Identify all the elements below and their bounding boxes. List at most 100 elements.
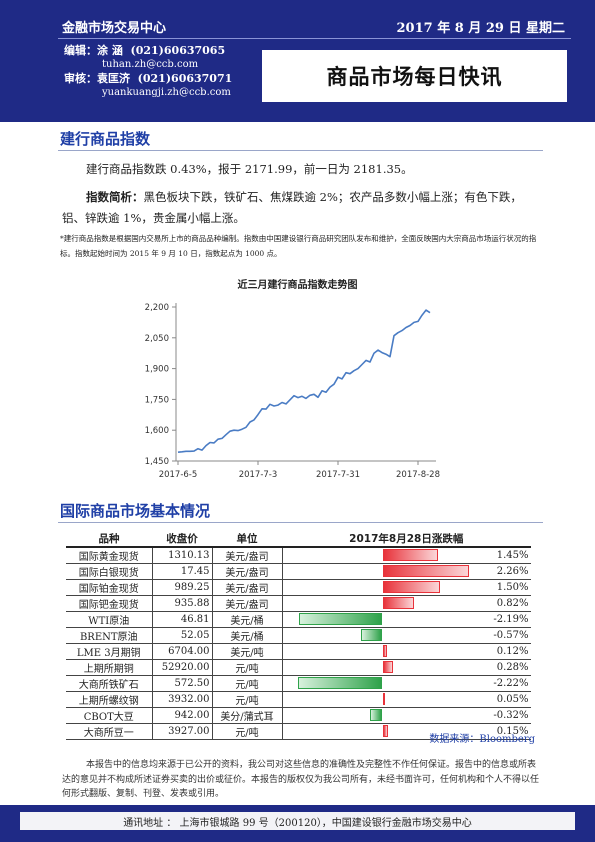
table-row: 国际白银现货 17.45 美元/盎司 2.26% <box>66 563 531 580</box>
change-percent: 0.12% <box>462 643 531 660</box>
change-bar <box>382 565 469 577</box>
commodity-name: 国际钯金现货 <box>66 595 153 612</box>
close-price: 17.45 <box>152 563 213 580</box>
x-tick-label: 2017-7-3 <box>239 470 278 480</box>
footer-band: 通讯地址 ： 上海市银城路 99 号（200120），中国建设银行金融市场交易中… <box>0 805 595 842</box>
close-price: 3927.00 <box>152 723 213 740</box>
editor-name: 涂 涵 <box>97 44 123 57</box>
close-price: 1310.13 <box>152 547 213 564</box>
price-unit: 美分/蒲式耳 <box>212 707 283 724</box>
commodity-name: 大商所铁矿石 <box>66 675 153 692</box>
close-price: 6704.00 <box>152 643 213 660</box>
y-tick-label: 1,750 <box>145 395 169 405</box>
change-percent: 2.26% <box>462 563 531 580</box>
table-header-row: 品种 收盘价 单位 2017年8月28日涨跌幅 <box>66 531 531 548</box>
header-band: 金融市场交易中心 2017 年 8 月 29 日 星期二 编辑：涂 涵 (021… <box>0 0 595 122</box>
price-unit: 美元/桶 <box>212 627 283 644</box>
header-divider <box>58 38 571 39</box>
y-tick-label: 2,200 <box>145 303 169 313</box>
y-tick-label: 2,050 <box>145 334 169 344</box>
change-bar-cell <box>281 595 463 612</box>
index-series-line <box>177 309 431 453</box>
table-row: BRENT原油 52.05 美元/桶 -0.57% <box>66 627 531 644</box>
change-bar-cell <box>281 563 469 580</box>
change-bar <box>298 613 383 625</box>
table-row: WTI原油 46.81 美元/桶 -2.19% <box>66 611 531 628</box>
change-bar-cell <box>281 643 463 660</box>
index-analysis: 指数简析：黑色板块下跌，铁矿石、焦煤跌逾 2%；农产品多数小幅上涨；有色下跌，铝… <box>62 187 542 229</box>
analysis-label: 指数简析： <box>86 190 144 204</box>
reviewer-phone: (021)60637071 <box>137 72 233 85</box>
table-row: 上期所期铜 52920.00 元/吨 0.28% <box>66 659 531 676</box>
commodity-name: 上期所螺纹钢 <box>66 691 153 708</box>
x-tick-label: 2017-6-5 <box>159 470 198 480</box>
price-unit: 元/吨 <box>212 675 283 692</box>
price-unit: 元/吨 <box>212 723 283 740</box>
change-bar <box>382 725 389 737</box>
section-divider-2 <box>58 522 543 523</box>
x-tick-label: 2017-7-31 <box>316 470 360 480</box>
editor-phone: (021)60637065 <box>130 44 226 57</box>
editor-block: 编辑：涂 涵 (021)60637065 tuhan.zh@ccb.com 审核… <box>64 44 232 100</box>
reviewer-email[interactable]: yuankuangji.zh@ccb.com <box>102 87 231 98</box>
close-price: 52.05 <box>152 627 213 644</box>
change-percent: 0.28% <box>462 659 531 676</box>
y-tick-label: 1,900 <box>145 365 169 375</box>
change-percent: -2.22% <box>462 675 531 692</box>
col-unit-header: 单位 <box>212 531 282 548</box>
close-price: 989.25 <box>152 579 213 596</box>
change-bar-cell <box>281 627 463 644</box>
change-bar <box>382 693 385 705</box>
analysis-text: 黑色板块下跌，铁矿石、焦煤跌逾 2%；农产品多数小幅上涨；有色下跌，铝、锌跌逾 … <box>62 190 522 225</box>
change-bar <box>297 677 383 689</box>
commodity-name: 国际铂金现货 <box>66 579 153 596</box>
commodity-name: 上期所期铜 <box>66 659 153 676</box>
change-percent: 0.82% <box>462 595 531 612</box>
table-row: 国际钯金现货 935.88 美元/盎司 0.82% <box>66 595 531 612</box>
price-unit: 美元/盎司 <box>212 595 283 612</box>
y-tick-label: 1,600 <box>145 426 169 436</box>
editor-label: 编辑： <box>64 44 97 57</box>
section-heading-index: 建行商品指数 <box>60 130 151 148</box>
chart-title: 近三月建行商品指数走势图 <box>237 280 358 291</box>
reviewer-label: 审核： <box>64 72 97 85</box>
table-row: CBOT大豆 942.00 美分/蒲式耳 -0.32% <box>66 707 531 724</box>
price-unit: 元/吨 <box>212 691 283 708</box>
section-divider <box>58 150 543 151</box>
change-percent: 1.50% <box>462 579 531 596</box>
change-bar <box>382 661 394 673</box>
change-bar-cell <box>281 611 463 628</box>
price-unit: 美元/盎司 <box>212 547 283 564</box>
change-bar-cell <box>281 707 463 724</box>
editor-email[interactable]: tuhan.zh@ccb.com <box>102 59 199 70</box>
center-name: 金融市场交易中心 <box>62 21 167 36</box>
index-note: *建行商品指数是根据国内交易所上市的商品品种编制。指数由中国建设银行商品研究团队… <box>60 234 537 258</box>
price-unit: 美元/盎司 <box>212 563 283 580</box>
change-bar <box>382 645 388 657</box>
change-bar-cell <box>281 675 463 692</box>
change-bar <box>382 597 414 609</box>
disclaimer: 本报告中的信息均来源于已公开的资料，我公司对这些信息的准确性及完整性不作任何保证… <box>62 760 540 799</box>
change-bar-cell <box>281 723 463 740</box>
commodity-name: 大商所豆一 <box>66 723 153 740</box>
change-bar-cell <box>281 547 463 564</box>
col-close-header: 收盘价 <box>152 531 212 548</box>
close-price: 52920.00 <box>152 659 213 676</box>
data-source: 数据来源：Bloomberg <box>429 734 535 745</box>
change-percent: 1.45% <box>462 547 531 564</box>
price-unit: 美元/盎司 <box>212 579 283 596</box>
close-price: 942.00 <box>152 707 213 724</box>
change-percent: 0.05% <box>462 691 531 708</box>
commodity-name: LME 3月期铜 <box>66 643 153 660</box>
close-price: 46.81 <box>152 611 213 628</box>
commodity-name: CBOT大豆 <box>66 707 153 724</box>
change-bar-cell <box>281 579 463 596</box>
change-bar <box>382 549 438 561</box>
close-price: 3932.00 <box>152 691 213 708</box>
commodity-name: WTI原油 <box>66 611 153 628</box>
price-unit: 美元/桶 <box>212 611 283 628</box>
close-price: 935.88 <box>152 595 213 612</box>
table-row: 上期所螺纹钢 3932.00 元/吨 0.05% <box>66 691 531 708</box>
price-unit: 美元/吨 <box>212 643 283 660</box>
col-change-header: 2017年8月28日涨跌幅 <box>282 531 531 548</box>
